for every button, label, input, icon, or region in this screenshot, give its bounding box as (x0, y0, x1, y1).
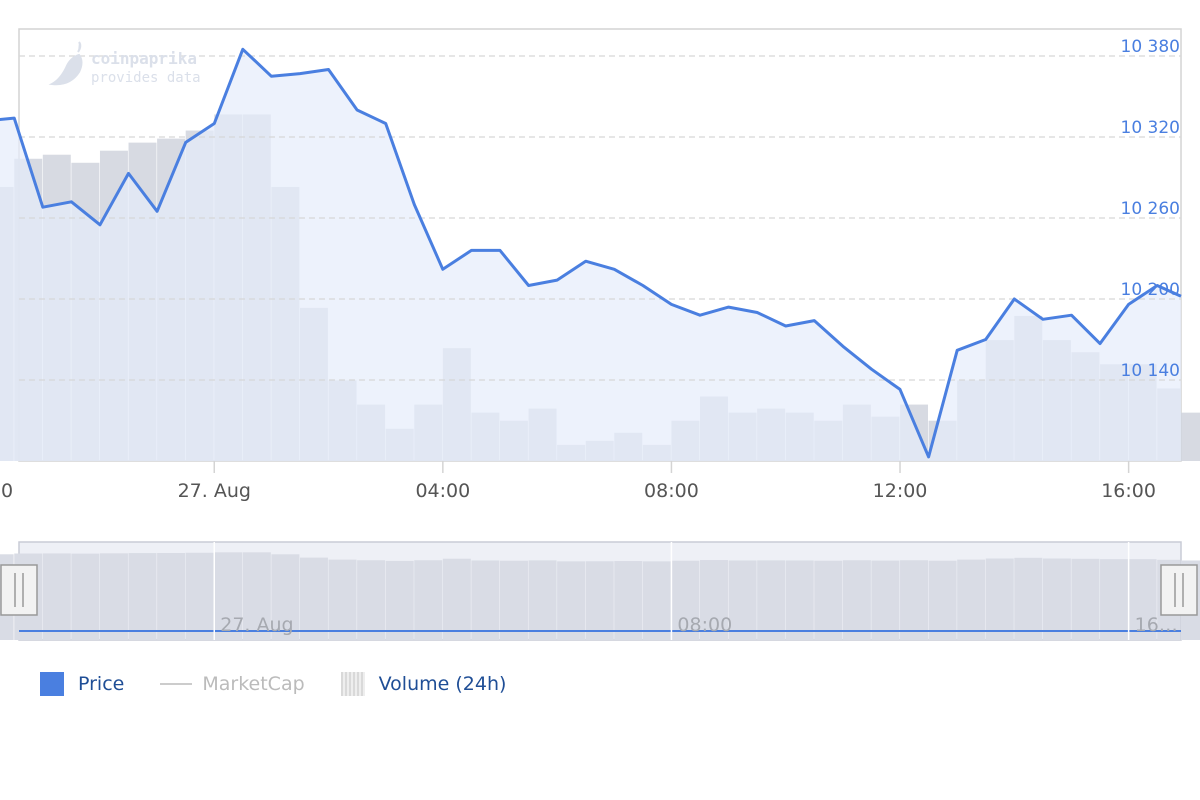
navigator-volume-bar (442, 558, 471, 640)
navigator-label: 08:00 (677, 614, 732, 636)
legend: Price MarketCap Volume (24h) (40, 668, 542, 700)
navigator-volume-bar (471, 560, 500, 640)
navigator-volume-bar (585, 561, 614, 640)
grid-lines (19, 55, 1181, 381)
navigator-volume-bar (528, 560, 557, 640)
navigator-volume-bar (299, 557, 328, 640)
navigator-volume-bar (614, 561, 643, 640)
legend-label-volume: Volume (24h) (378, 673, 507, 695)
navigator-volume-bar (842, 560, 871, 640)
navigator-volume-bar (671, 560, 700, 640)
navigator-volume-bar (871, 560, 900, 640)
x-tick-label: 04:00 (415, 480, 470, 502)
x-tick-label: 08:00 (644, 480, 699, 502)
x-tick-label: 16:00 (1101, 480, 1156, 502)
marketcap-swatch-icon (160, 683, 193, 685)
legend-item-marketcap[interactable]: MarketCap (160, 673, 305, 695)
navigator-volume-bar (957, 559, 986, 640)
y-tick-label: 10 140 (1121, 361, 1180, 381)
navigator-volume-bar (99, 553, 128, 640)
navigator-volume-bar (757, 560, 786, 640)
navigator-volume-bar (642, 561, 671, 640)
navigator-volume-bar (728, 560, 757, 640)
navigator[interactable]: 27. Aug 08:00 16… (0, 541, 1200, 641)
x-axis: 20:00 27. Aug 04:00 08:00 12:00 16:00 (0, 461, 1156, 502)
navigator-volume-bar (499, 560, 528, 640)
y-tick-label: 10 380 (1121, 37, 1180, 57)
navigator-volume-bar (1014, 557, 1043, 640)
navigator-volume-bar (328, 559, 357, 640)
navigator-volume-bar (71, 553, 100, 640)
price-swatch-icon (40, 672, 64, 696)
y-axis-labels: 10 140 10 200 10 260 10 320 10 380 (1121, 37, 1180, 381)
navigator-volume-bar (1042, 558, 1071, 640)
navigator-volume-bar (242, 552, 271, 640)
volume-swatch-icon (340, 672, 365, 696)
chili-pepper-icon (48, 41, 83, 86)
legend-label-price: Price (78, 673, 125, 695)
price-area-fill (0, 49, 1181, 461)
legend-item-volume[interactable]: Volume (24h) (340, 672, 507, 696)
navigator-volume-bar (900, 560, 928, 640)
navigator-handle-right[interactable] (1160, 564, 1198, 616)
watermark: coinpaprika provides data (48, 41, 201, 86)
navigator-label: 27. Aug (220, 614, 293, 636)
navigator-volume-bar (42, 553, 71, 640)
navigator-volume-bar (928, 560, 957, 640)
navigator-volume-bar (185, 552, 214, 640)
legend-label-marketcap: MarketCap (202, 673, 305, 695)
navigator-label: 16… (1135, 614, 1178, 636)
volume-bar (1181, 412, 1200, 461)
navigator-volume-bar (157, 552, 186, 640)
watermark-brand: coinpaprika (91, 49, 197, 68)
navigator-volume-bar (214, 552, 243, 640)
navigator-volume-bar (357, 560, 386, 640)
navigator-volume-bar (700, 560, 728, 640)
price-line (0, 47, 1182, 459)
y-tick-label: 10 200 (1121, 280, 1180, 300)
x-tick-label: 20:00 (0, 480, 13, 502)
y-tick-label: 10 260 (1121, 199, 1180, 219)
navigator-volume-bar (414, 560, 443, 640)
navigator-volume-bar (1071, 558, 1100, 640)
watermark-tagline: provides data (91, 70, 201, 86)
x-tick-label: 27. Aug (178, 480, 251, 502)
navigator-volume-bar (271, 554, 300, 640)
navigator-volume-bar (385, 560, 414, 640)
x-tick-label: 12:00 (873, 480, 928, 502)
legend-item-price[interactable]: Price (40, 672, 124, 696)
navigator-handle-left[interactable] (0, 564, 38, 616)
navigator-volume-bar (785, 560, 814, 640)
navigator-volume-bar (985, 558, 1014, 640)
navigator-volume-bar (1128, 559, 1157, 640)
navigator-volume-bar (814, 560, 843, 640)
y-tick-label: 10 320 (1121, 118, 1180, 138)
navigator-volume-bar (128, 553, 157, 640)
navigator-volume-bar (1100, 559, 1129, 640)
navigator-volume-bar (557, 561, 586, 640)
